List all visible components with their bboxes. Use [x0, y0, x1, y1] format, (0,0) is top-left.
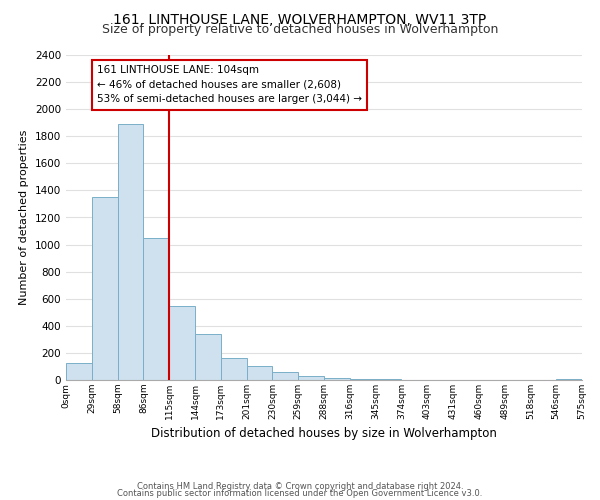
X-axis label: Distribution of detached houses by size in Wolverhampton: Distribution of detached houses by size …: [151, 428, 497, 440]
Bar: [92, 197, 118, 380]
Text: 161 LINTHOUSE LANE: 104sqm
← 46% of detached houses are smaller (2,608)
53% of s: 161 LINTHOUSE LANE: 104sqm ← 46% of deta…: [97, 64, 362, 104]
Bar: [195, 334, 221, 380]
Bar: [247, 366, 272, 380]
Text: Contains public sector information licensed under the Open Government Licence v3: Contains public sector information licen…: [118, 489, 482, 498]
Bar: [272, 372, 298, 380]
Bar: [298, 376, 324, 380]
Text: Size of property relative to detached houses in Wolverhampton: Size of property relative to detached ho…: [102, 22, 498, 36]
Bar: [324, 378, 350, 380]
Bar: [169, 306, 195, 380]
Y-axis label: Number of detached properties: Number of detached properties: [19, 130, 29, 305]
Text: 161, LINTHOUSE LANE, WOLVERHAMPTON, WV11 3TP: 161, LINTHOUSE LANE, WOLVERHAMPTON, WV11…: [113, 12, 487, 26]
Bar: [143, 238, 169, 380]
Bar: [221, 358, 247, 380]
Bar: [350, 379, 376, 380]
Text: Contains HM Land Registry data © Crown copyright and database right 2024.: Contains HM Land Registry data © Crown c…: [137, 482, 463, 491]
Bar: [66, 363, 92, 380]
Bar: [118, 124, 143, 380]
